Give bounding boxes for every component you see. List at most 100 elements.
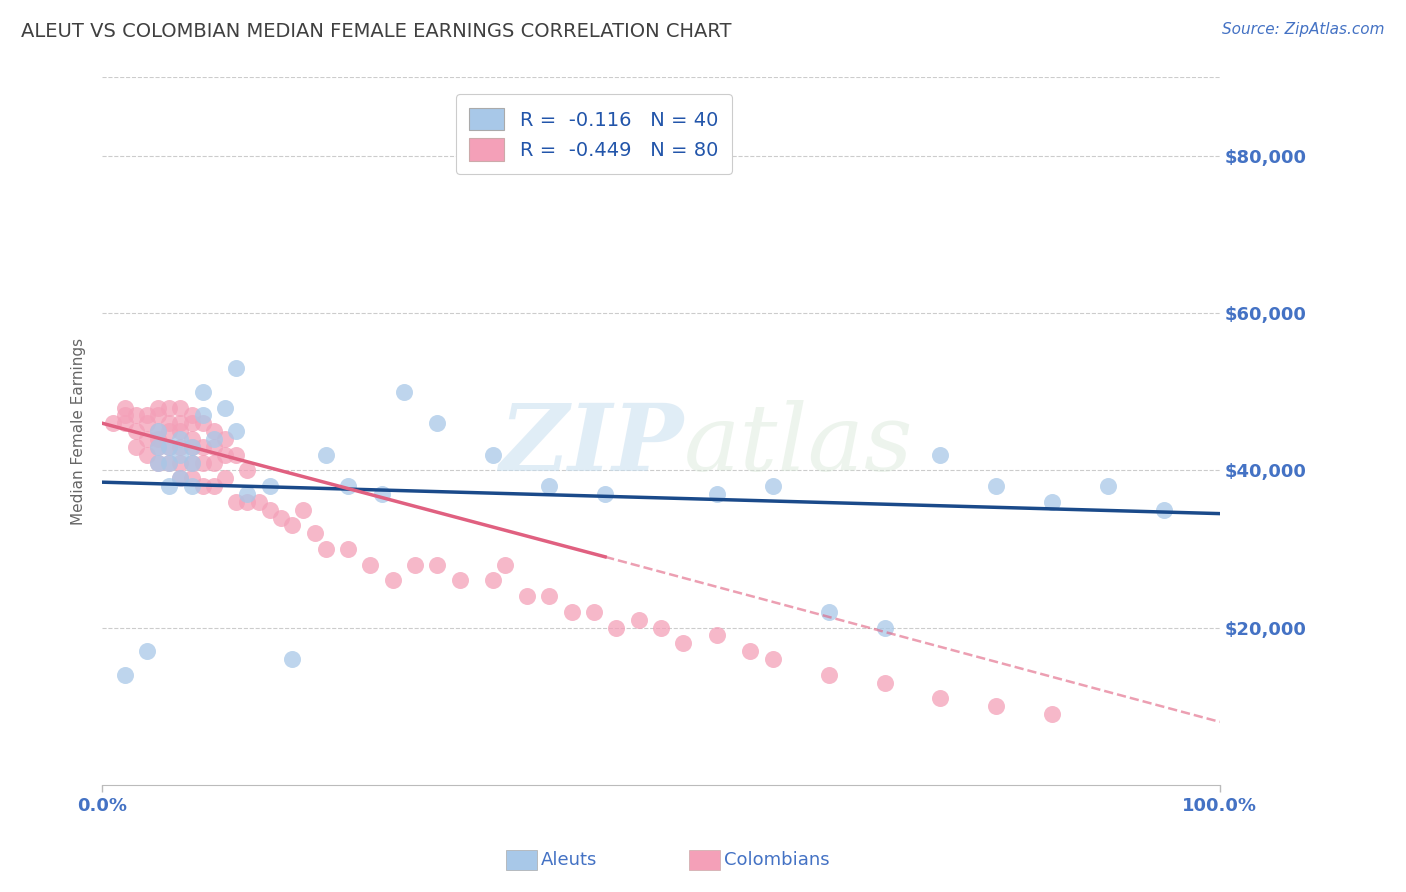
Point — [304, 526, 326, 541]
Point — [191, 409, 214, 423]
Point — [706, 628, 728, 642]
Point — [482, 448, 505, 462]
Point — [593, 487, 616, 501]
Point — [180, 456, 202, 470]
Point — [236, 487, 259, 501]
Point — [281, 652, 304, 666]
Point — [225, 448, 247, 462]
Point — [392, 384, 415, 399]
Point — [627, 613, 650, 627]
Point — [146, 456, 169, 470]
Point — [191, 384, 214, 399]
Point — [169, 401, 191, 415]
Point — [103, 416, 125, 430]
Point — [292, 502, 315, 516]
Point — [125, 440, 148, 454]
Text: Aleuts: Aleuts — [541, 851, 598, 869]
Point — [146, 440, 169, 454]
Text: Colombians: Colombians — [724, 851, 830, 869]
Point — [169, 416, 191, 430]
Point — [157, 456, 180, 470]
Point — [169, 456, 191, 470]
Point — [381, 574, 404, 588]
Point — [225, 424, 247, 438]
Text: ZIP: ZIP — [499, 401, 683, 491]
Point — [202, 479, 225, 493]
Point — [146, 424, 169, 438]
Point — [1040, 706, 1063, 721]
Point — [740, 644, 762, 658]
Point — [538, 589, 561, 603]
Point — [359, 558, 381, 572]
Text: ALEUT VS COLOMBIAN MEDIAN FEMALE EARNINGS CORRELATION CHART: ALEUT VS COLOMBIAN MEDIAN FEMALE EARNING… — [21, 22, 731, 41]
Point — [582, 605, 605, 619]
Point — [762, 479, 785, 493]
Point — [247, 495, 270, 509]
Point — [259, 479, 281, 493]
Point — [157, 479, 180, 493]
Point — [449, 574, 471, 588]
Point — [315, 448, 337, 462]
Point — [1153, 502, 1175, 516]
Point — [180, 409, 202, 423]
Point — [169, 448, 191, 462]
Point — [426, 558, 449, 572]
Point — [672, 636, 695, 650]
Point — [605, 621, 627, 635]
Point — [135, 432, 157, 446]
Point — [482, 574, 505, 588]
Point — [180, 479, 202, 493]
Point — [114, 401, 136, 415]
Point — [191, 456, 214, 470]
Point — [404, 558, 426, 572]
Point — [817, 605, 839, 619]
Point — [650, 621, 672, 635]
Point — [157, 416, 180, 430]
Point — [214, 471, 236, 485]
Point — [169, 440, 191, 454]
Point — [817, 667, 839, 681]
Point — [873, 621, 896, 635]
Point — [516, 589, 538, 603]
Point — [146, 432, 169, 446]
Legend: R =  -0.116   N = 40, R =  -0.449   N = 80: R = -0.116 N = 40, R = -0.449 N = 80 — [456, 95, 733, 174]
Point — [1097, 479, 1119, 493]
Point — [561, 605, 583, 619]
Point — [270, 510, 292, 524]
Point — [157, 424, 180, 438]
Point — [135, 448, 157, 462]
Point — [370, 487, 392, 501]
Point — [225, 495, 247, 509]
Text: Source: ZipAtlas.com: Source: ZipAtlas.com — [1222, 22, 1385, 37]
Point — [281, 518, 304, 533]
Point — [146, 456, 169, 470]
Point — [214, 432, 236, 446]
Point — [426, 416, 449, 430]
Point — [180, 432, 202, 446]
Point — [157, 401, 180, 415]
Point — [157, 440, 180, 454]
Point — [494, 558, 516, 572]
Point — [180, 440, 202, 454]
Point — [202, 424, 225, 438]
Point — [180, 416, 202, 430]
Point — [146, 424, 169, 438]
Point — [706, 487, 728, 501]
Point — [114, 667, 136, 681]
Point — [337, 541, 360, 556]
Y-axis label: Median Female Earnings: Median Female Earnings — [72, 337, 86, 524]
Point — [236, 463, 259, 477]
Point — [191, 440, 214, 454]
Point — [191, 416, 214, 430]
Point — [1040, 495, 1063, 509]
Point — [202, 440, 225, 454]
Point — [114, 409, 136, 423]
Point — [259, 502, 281, 516]
Point — [146, 409, 169, 423]
Point — [135, 409, 157, 423]
Point — [225, 361, 247, 376]
Point — [986, 699, 1008, 714]
Point — [929, 691, 952, 706]
Point — [135, 416, 157, 430]
Point — [202, 432, 225, 446]
